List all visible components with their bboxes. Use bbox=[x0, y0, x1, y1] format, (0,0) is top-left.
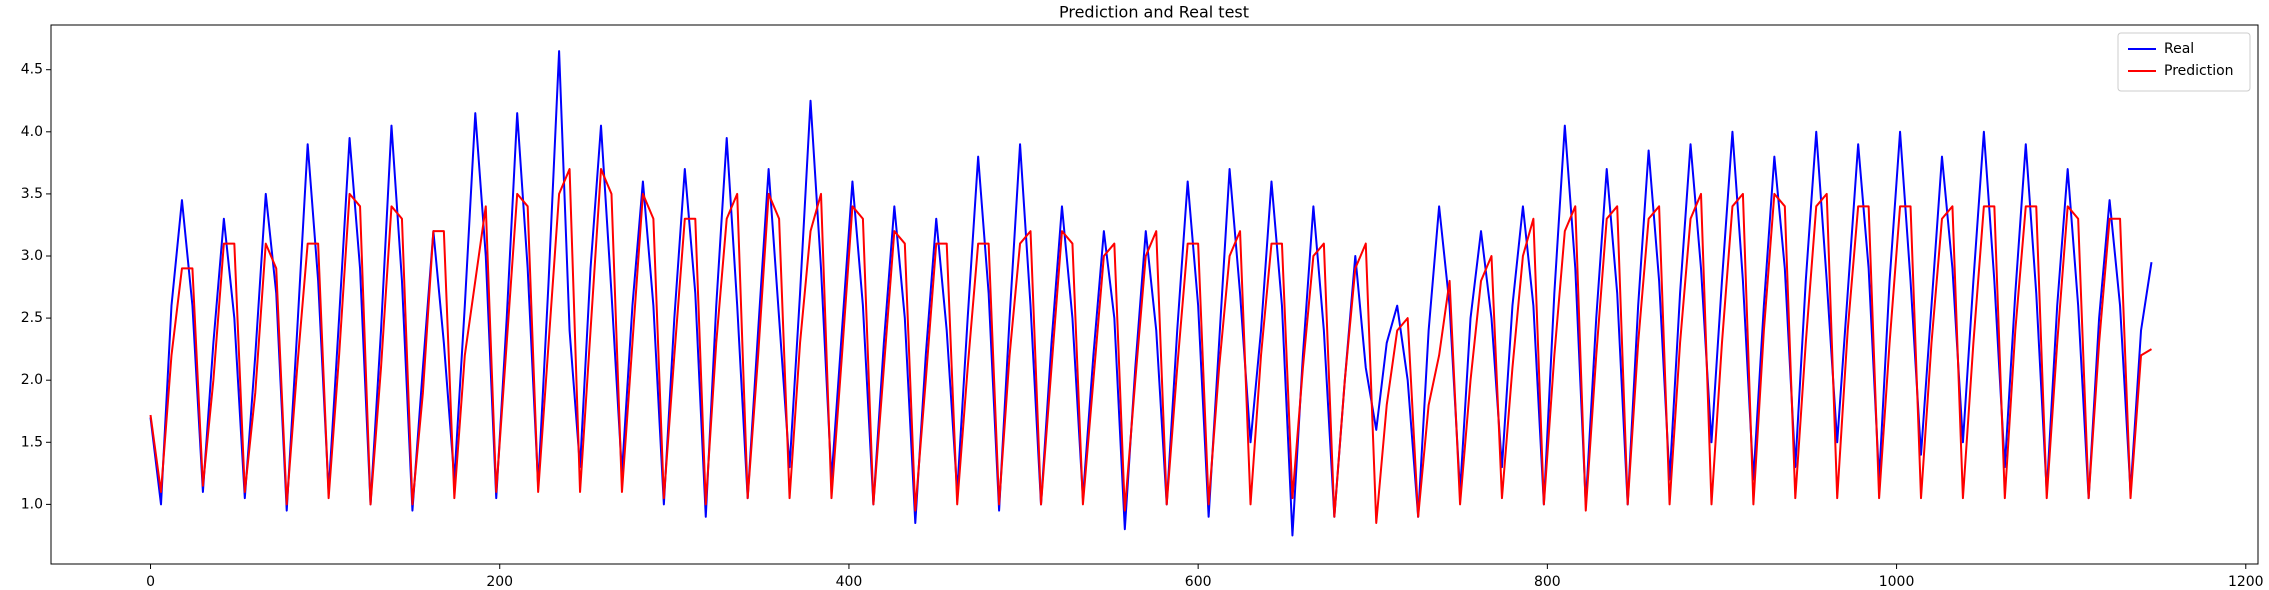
y-tick-label: 3.5 bbox=[21, 186, 43, 202]
x-tick-label: 600 bbox=[1185, 574, 1212, 590]
x-tick-label: 200 bbox=[486, 574, 513, 590]
y-tick-label: 1.5 bbox=[21, 434, 43, 450]
y-tick-label: 2.0 bbox=[21, 372, 43, 388]
series-line bbox=[149, 50, 2153, 537]
y-tick-label: 4.5 bbox=[21, 62, 43, 78]
series-line bbox=[149, 168, 2152, 525]
legend-label: Prediction bbox=[2164, 63, 2234, 79]
x-tick-label: 800 bbox=[1534, 574, 1561, 590]
chart-title: Prediction and Real test bbox=[1059, 3, 1249, 22]
legend-label: Real bbox=[2164, 41, 2194, 57]
legend: Real Prediction bbox=[2117, 32, 2251, 92]
plot-frame bbox=[50, 24, 2259, 565]
x-tick-label: 400 bbox=[836, 574, 863, 590]
y-tick-label: 3.0 bbox=[21, 248, 43, 264]
y-tick-label: 4.0 bbox=[21, 124, 43, 140]
x-tick-label: 1200 bbox=[2228, 574, 2264, 590]
y-tick-label: 1.0 bbox=[21, 496, 43, 512]
x-tick-label: 0 bbox=[146, 574, 155, 590]
legend-box bbox=[2117, 32, 2251, 92]
y-tick-label: 2.5 bbox=[21, 310, 43, 326]
x-tick-label: 1000 bbox=[1879, 574, 1915, 590]
